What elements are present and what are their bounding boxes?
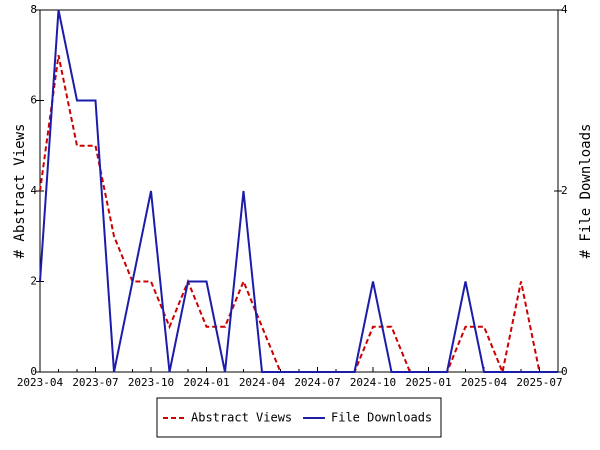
x-tick-label: 2024-07 xyxy=(294,376,340,389)
legend-label: Abstract Views xyxy=(191,411,292,425)
x-tick-label: 2023-07 xyxy=(72,376,118,389)
y-axis-label: # Abstract Views xyxy=(12,124,28,259)
y-tick-label: 0 xyxy=(30,365,37,378)
x-tick-label: 2024-01 xyxy=(183,376,229,389)
y-tick-label: 6 xyxy=(30,94,37,107)
x-tick-label: 2025-01 xyxy=(405,376,451,389)
x-tick-label: 2025-04 xyxy=(461,376,508,389)
y2-axis-label: # File Downloads xyxy=(578,124,594,259)
x-tick-label: 2024-04 xyxy=(239,376,286,389)
y2-tick-label: 2 xyxy=(561,184,568,197)
y-tick-label: 8 xyxy=(30,3,37,16)
plot-frame xyxy=(39,9,559,373)
x-tick-label: 2024-10 xyxy=(350,376,396,389)
y2-tick-label: 0 xyxy=(561,365,568,378)
x-tick-label: 2025-07 xyxy=(516,376,562,389)
series-line xyxy=(39,9,558,373)
legend-box xyxy=(156,397,442,438)
legend-label: File Downloads xyxy=(331,411,432,425)
y-tick-label: 2 xyxy=(30,275,37,288)
series-line xyxy=(39,55,558,376)
x-tick-label: 2023-04 xyxy=(17,376,64,389)
y-tick-label: 4 xyxy=(30,184,37,197)
x-tick-label: 2023-10 xyxy=(128,376,174,389)
y2-tick-label: 4 xyxy=(561,3,568,16)
